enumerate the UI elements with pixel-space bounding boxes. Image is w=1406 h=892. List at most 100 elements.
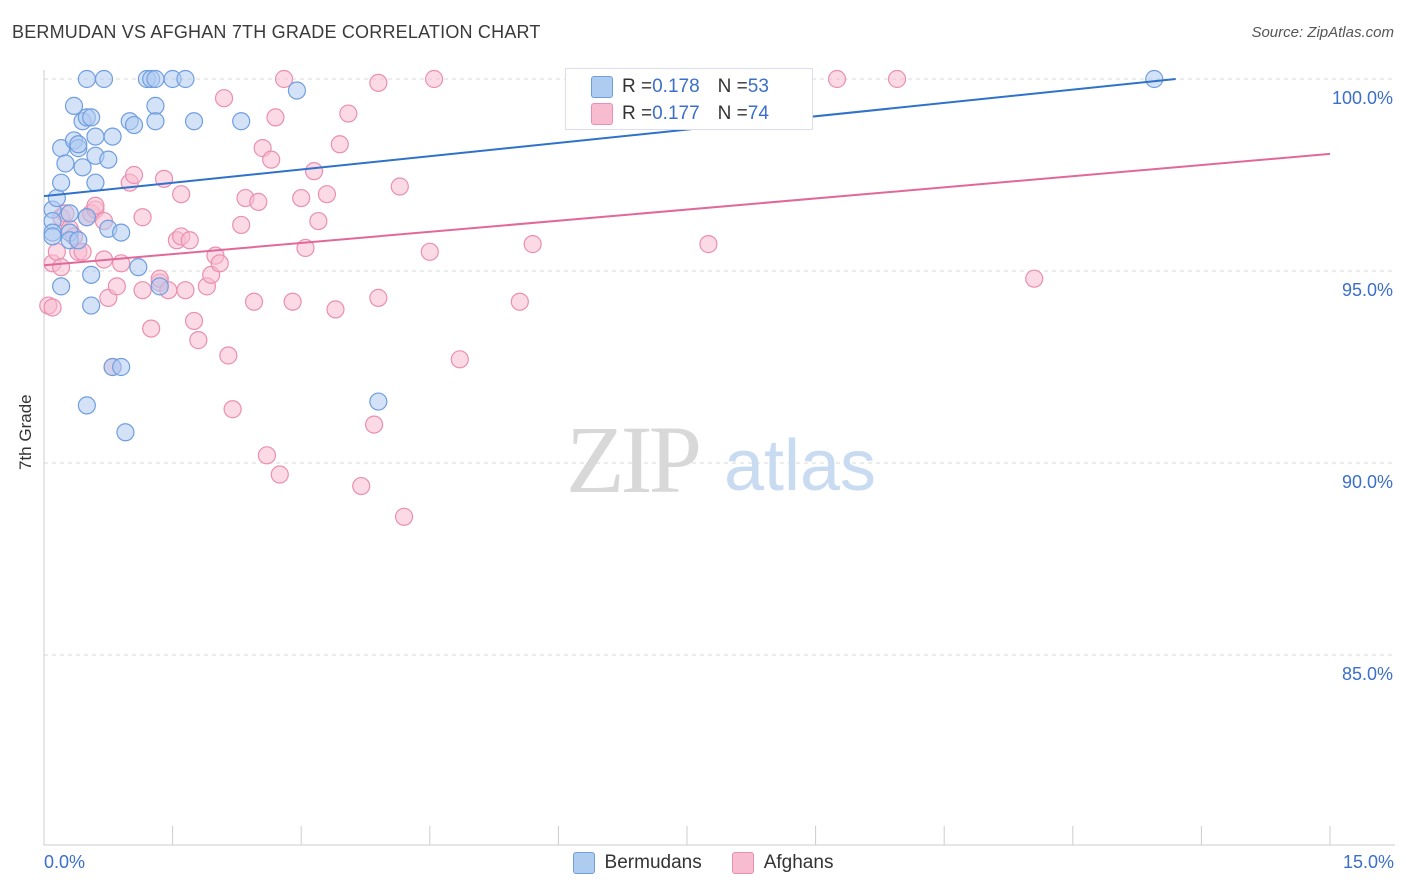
afghans-point bbox=[262, 150, 281, 169]
bermudans-point bbox=[82, 108, 101, 127]
watermark-atlas: atlas bbox=[724, 426, 876, 506]
bermudans-point bbox=[77, 69, 96, 89]
bermudans-point bbox=[69, 135, 88, 154]
legend-r-label: R = bbox=[622, 103, 653, 124]
legend-n-label: N = bbox=[717, 103, 748, 124]
afghans-point bbox=[176, 281, 195, 300]
afghans-point bbox=[339, 104, 358, 123]
afghans-point bbox=[450, 350, 469, 369]
bermudans-point bbox=[287, 81, 307, 100]
legend-r-value: 0.177 bbox=[652, 103, 700, 124]
afghans-point bbox=[523, 235, 542, 254]
afghans-point bbox=[249, 192, 268, 211]
afghans-point bbox=[52, 258, 71, 277]
y-tick-label: 100.0% bbox=[1332, 88, 1393, 108]
bermudans-point bbox=[129, 258, 148, 277]
bermudans-point bbox=[369, 392, 388, 411]
bermudans-point bbox=[103, 127, 122, 146]
y-tick-label: 90.0% bbox=[1342, 472, 1393, 492]
afghans-swatch bbox=[731, 852, 754, 874]
afghans-point bbox=[133, 208, 152, 227]
afghans-point bbox=[699, 235, 718, 254]
bermudans-point bbox=[56, 154, 75, 173]
afghans-point bbox=[142, 319, 161, 338]
bermudans-point bbox=[150, 277, 169, 296]
y-tick-label: 85.0% bbox=[1342, 664, 1393, 684]
y-axis-label: 7th Grade bbox=[16, 394, 35, 470]
afghans-point bbox=[274, 69, 294, 89]
bermudans-point bbox=[146, 96, 165, 115]
bermudans-point bbox=[94, 69, 114, 89]
chart-title: BERMUDAN VS AFGHAN 7TH GRADE CORRELATION… bbox=[12, 22, 541, 42]
afghans-point bbox=[364, 415, 384, 434]
trend-lines bbox=[43, 78, 1331, 267]
y-tick-labels: 100.0% 95.0% 90.0% 85.0% bbox=[1332, 88, 1393, 684]
legend-row-afghans: R = 0.177 N = 74 bbox=[622, 102, 769, 126]
afghans-point bbox=[210, 254, 229, 273]
afghans-point bbox=[133, 281, 152, 300]
afghans-point bbox=[244, 292, 264, 311]
afghans-point bbox=[43, 298, 62, 317]
bermudans-point bbox=[99, 150, 118, 169]
afghans-point bbox=[887, 69, 907, 89]
bermudans-point bbox=[64, 96, 84, 115]
afghans-point bbox=[270, 465, 289, 484]
bermudans-point bbox=[146, 69, 165, 89]
x-tick-min: 0.0% bbox=[44, 852, 86, 872]
afghans-point bbox=[1025, 269, 1044, 288]
afghans-point bbox=[304, 162, 324, 181]
afghans-point bbox=[390, 177, 409, 196]
afghans-point bbox=[369, 288, 388, 307]
legend-swatch-afghans bbox=[591, 103, 613, 125]
afghans-points bbox=[39, 69, 1044, 526]
bermudans-point bbox=[146, 112, 165, 131]
afghans-point bbox=[124, 165, 144, 185]
bermudans-points bbox=[43, 69, 1164, 442]
bermudans-point bbox=[82, 296, 101, 315]
afghans-point bbox=[420, 242, 439, 261]
legend-r-value: 0.178 bbox=[652, 76, 700, 97]
legend-n-label: N = bbox=[717, 76, 748, 97]
afghans-point bbox=[326, 300, 345, 319]
legend-r-label: R = bbox=[622, 76, 653, 97]
afghans-label: Afghans bbox=[763, 852, 834, 873]
afghans-point bbox=[309, 211, 328, 231]
x-tick-max: 15.0% bbox=[1342, 852, 1394, 872]
afghans-point bbox=[223, 400, 242, 419]
afghans-point bbox=[424, 69, 444, 89]
afghans-point bbox=[352, 476, 371, 496]
bermudans-label: Bermudans bbox=[604, 852, 702, 873]
bermudans-point bbox=[86, 127, 105, 146]
bermudans-point bbox=[60, 204, 79, 223]
afghans-point bbox=[292, 188, 311, 208]
bermudans-point bbox=[82, 265, 101, 284]
afghans-point bbox=[257, 446, 277, 465]
source-label: Source: ZipAtlas.com bbox=[1251, 24, 1394, 41]
legend-swatch-bermudans bbox=[591, 76, 613, 98]
afghans-point bbox=[214, 89, 234, 108]
bottom-legend: Bermudans Afghans bbox=[0, 852, 1406, 874]
bermudans-point bbox=[73, 158, 92, 177]
bermudans-point bbox=[43, 227, 62, 246]
afghans-point bbox=[330, 135, 349, 154]
axes bbox=[43, 70, 1395, 846]
bermudans-point bbox=[184, 112, 204, 131]
watermark-zip: ZIP bbox=[566, 406, 699, 513]
bermudans-point bbox=[86, 173, 105, 192]
bermudans-point bbox=[124, 115, 144, 135]
afghans-point bbox=[107, 277, 126, 296]
bottom-legend-afghans: Afghans bbox=[731, 852, 834, 874]
legend: R = 0.178 N = 53 R = 0.177 N = 74 bbox=[565, 68, 813, 130]
afghans-point bbox=[232, 215, 251, 235]
legend-row-bermudans: R = 0.178 N = 53 bbox=[622, 75, 769, 99]
bermudans-point bbox=[77, 396, 96, 415]
afghans-point bbox=[317, 185, 337, 204]
afghans-point bbox=[184, 311, 204, 331]
bermudans-point bbox=[47, 188, 66, 208]
bermudans-point bbox=[52, 277, 71, 296]
bermudans-point bbox=[69, 231, 88, 250]
afghans-point bbox=[394, 507, 414, 526]
bermudans-point bbox=[116, 423, 135, 442]
bermudans-point bbox=[77, 208, 96, 227]
